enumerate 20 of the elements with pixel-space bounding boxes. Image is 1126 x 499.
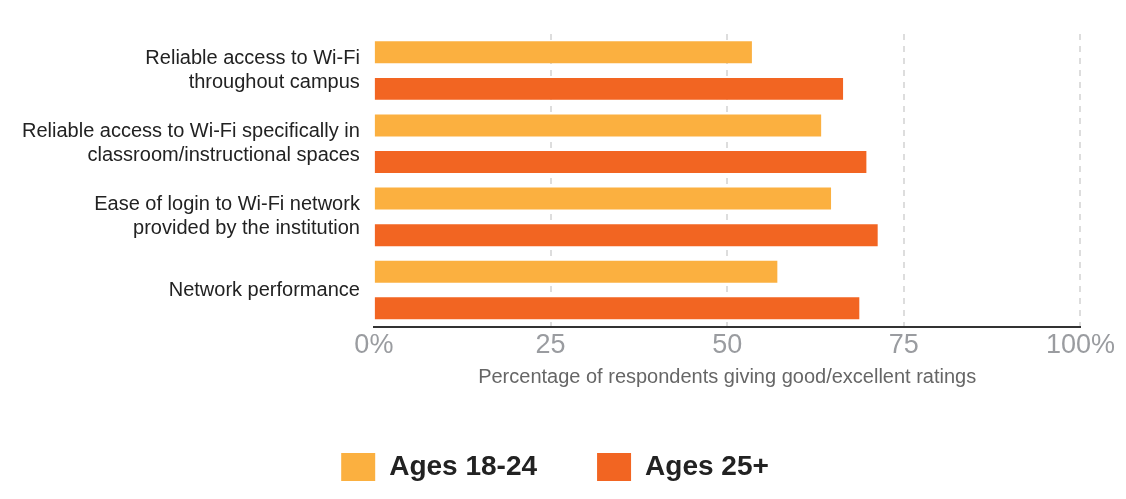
- x-tick-label: 100%: [1045, 329, 1115, 360]
- bar: [374, 224, 878, 247]
- y-tick-label: Reliable access to Wi-Fi throughout campus: [145, 46, 360, 93]
- x-tick-label: 75: [888, 329, 919, 360]
- bar: [374, 187, 832, 210]
- bar: [374, 77, 844, 100]
- bar: [374, 260, 778, 283]
- bar: [374, 114, 822, 137]
- bar: [374, 151, 867, 173]
- y-tick-label: Network performance: [168, 277, 360, 300]
- x-tick-label: 0%: [354, 329, 394, 360]
- y-tick-label: Ease of login to Wi-Fi network provided by the institution: [94, 192, 361, 239]
- bar: [374, 41, 752, 64]
- legend-label: Ages 18-24: [389, 449, 538, 481]
- x-axis-title: Percentage of respondents giving good/excellent ratings: [478, 364, 977, 387]
- bar: [374, 297, 860, 320]
- x-tick-label: 50: [712, 329, 743, 360]
- y-tick-label: Reliable access to Wi-Fi specifically in classroom/instructional spaces: [21, 119, 360, 166]
- x-tick-label: 25: [535, 329, 566, 360]
- legend-label: Ages 25+: [645, 449, 769, 481]
